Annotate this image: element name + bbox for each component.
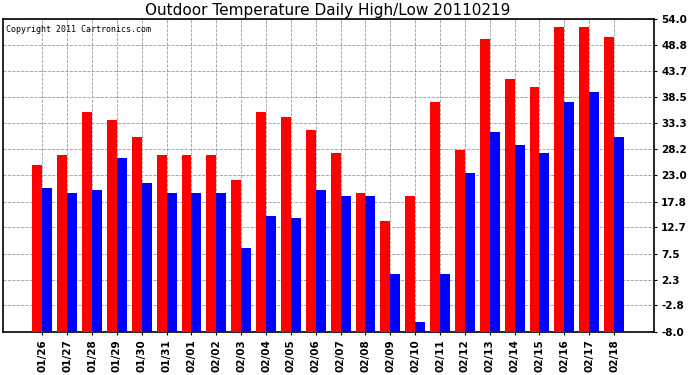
- Bar: [455, 150, 465, 332]
- Bar: [67, 193, 77, 332]
- Bar: [341, 195, 351, 332]
- Bar: [564, 102, 574, 332]
- Bar: [57, 155, 67, 332]
- Bar: [117, 158, 127, 332]
- Bar: [504, 80, 515, 332]
- Bar: [291, 218, 301, 332]
- Bar: [430, 102, 440, 332]
- Bar: [465, 173, 475, 332]
- Bar: [141, 183, 152, 332]
- Bar: [256, 112, 266, 332]
- Bar: [132, 138, 141, 332]
- Bar: [614, 138, 624, 332]
- Bar: [440, 274, 450, 332]
- Bar: [181, 155, 191, 332]
- Bar: [107, 120, 117, 332]
- Bar: [529, 87, 540, 332]
- Bar: [331, 153, 341, 332]
- Bar: [32, 165, 42, 332]
- Bar: [206, 155, 217, 332]
- Bar: [82, 112, 92, 332]
- Bar: [306, 130, 316, 332]
- Bar: [380, 221, 391, 332]
- Bar: [366, 195, 375, 332]
- Bar: [604, 37, 614, 332]
- Bar: [266, 216, 276, 332]
- Bar: [515, 145, 524, 332]
- Title: Outdoor Temperature Daily High/Low 20110219: Outdoor Temperature Daily High/Low 20110…: [146, 3, 511, 18]
- Bar: [490, 132, 500, 332]
- Bar: [589, 92, 599, 332]
- Bar: [405, 195, 415, 332]
- Bar: [316, 190, 326, 332]
- Bar: [281, 117, 291, 332]
- Bar: [554, 27, 564, 332]
- Bar: [231, 180, 241, 332]
- Bar: [355, 193, 366, 332]
- Bar: [166, 193, 177, 332]
- Bar: [217, 193, 226, 332]
- Bar: [415, 322, 425, 332]
- Bar: [42, 188, 52, 332]
- Bar: [540, 153, 549, 332]
- Bar: [391, 274, 400, 332]
- Bar: [580, 27, 589, 332]
- Bar: [480, 39, 490, 332]
- Bar: [157, 155, 166, 332]
- Bar: [241, 249, 251, 332]
- Bar: [191, 193, 201, 332]
- Bar: [92, 190, 102, 332]
- Text: Copyright 2011 Cartronics.com: Copyright 2011 Cartronics.com: [6, 25, 151, 34]
